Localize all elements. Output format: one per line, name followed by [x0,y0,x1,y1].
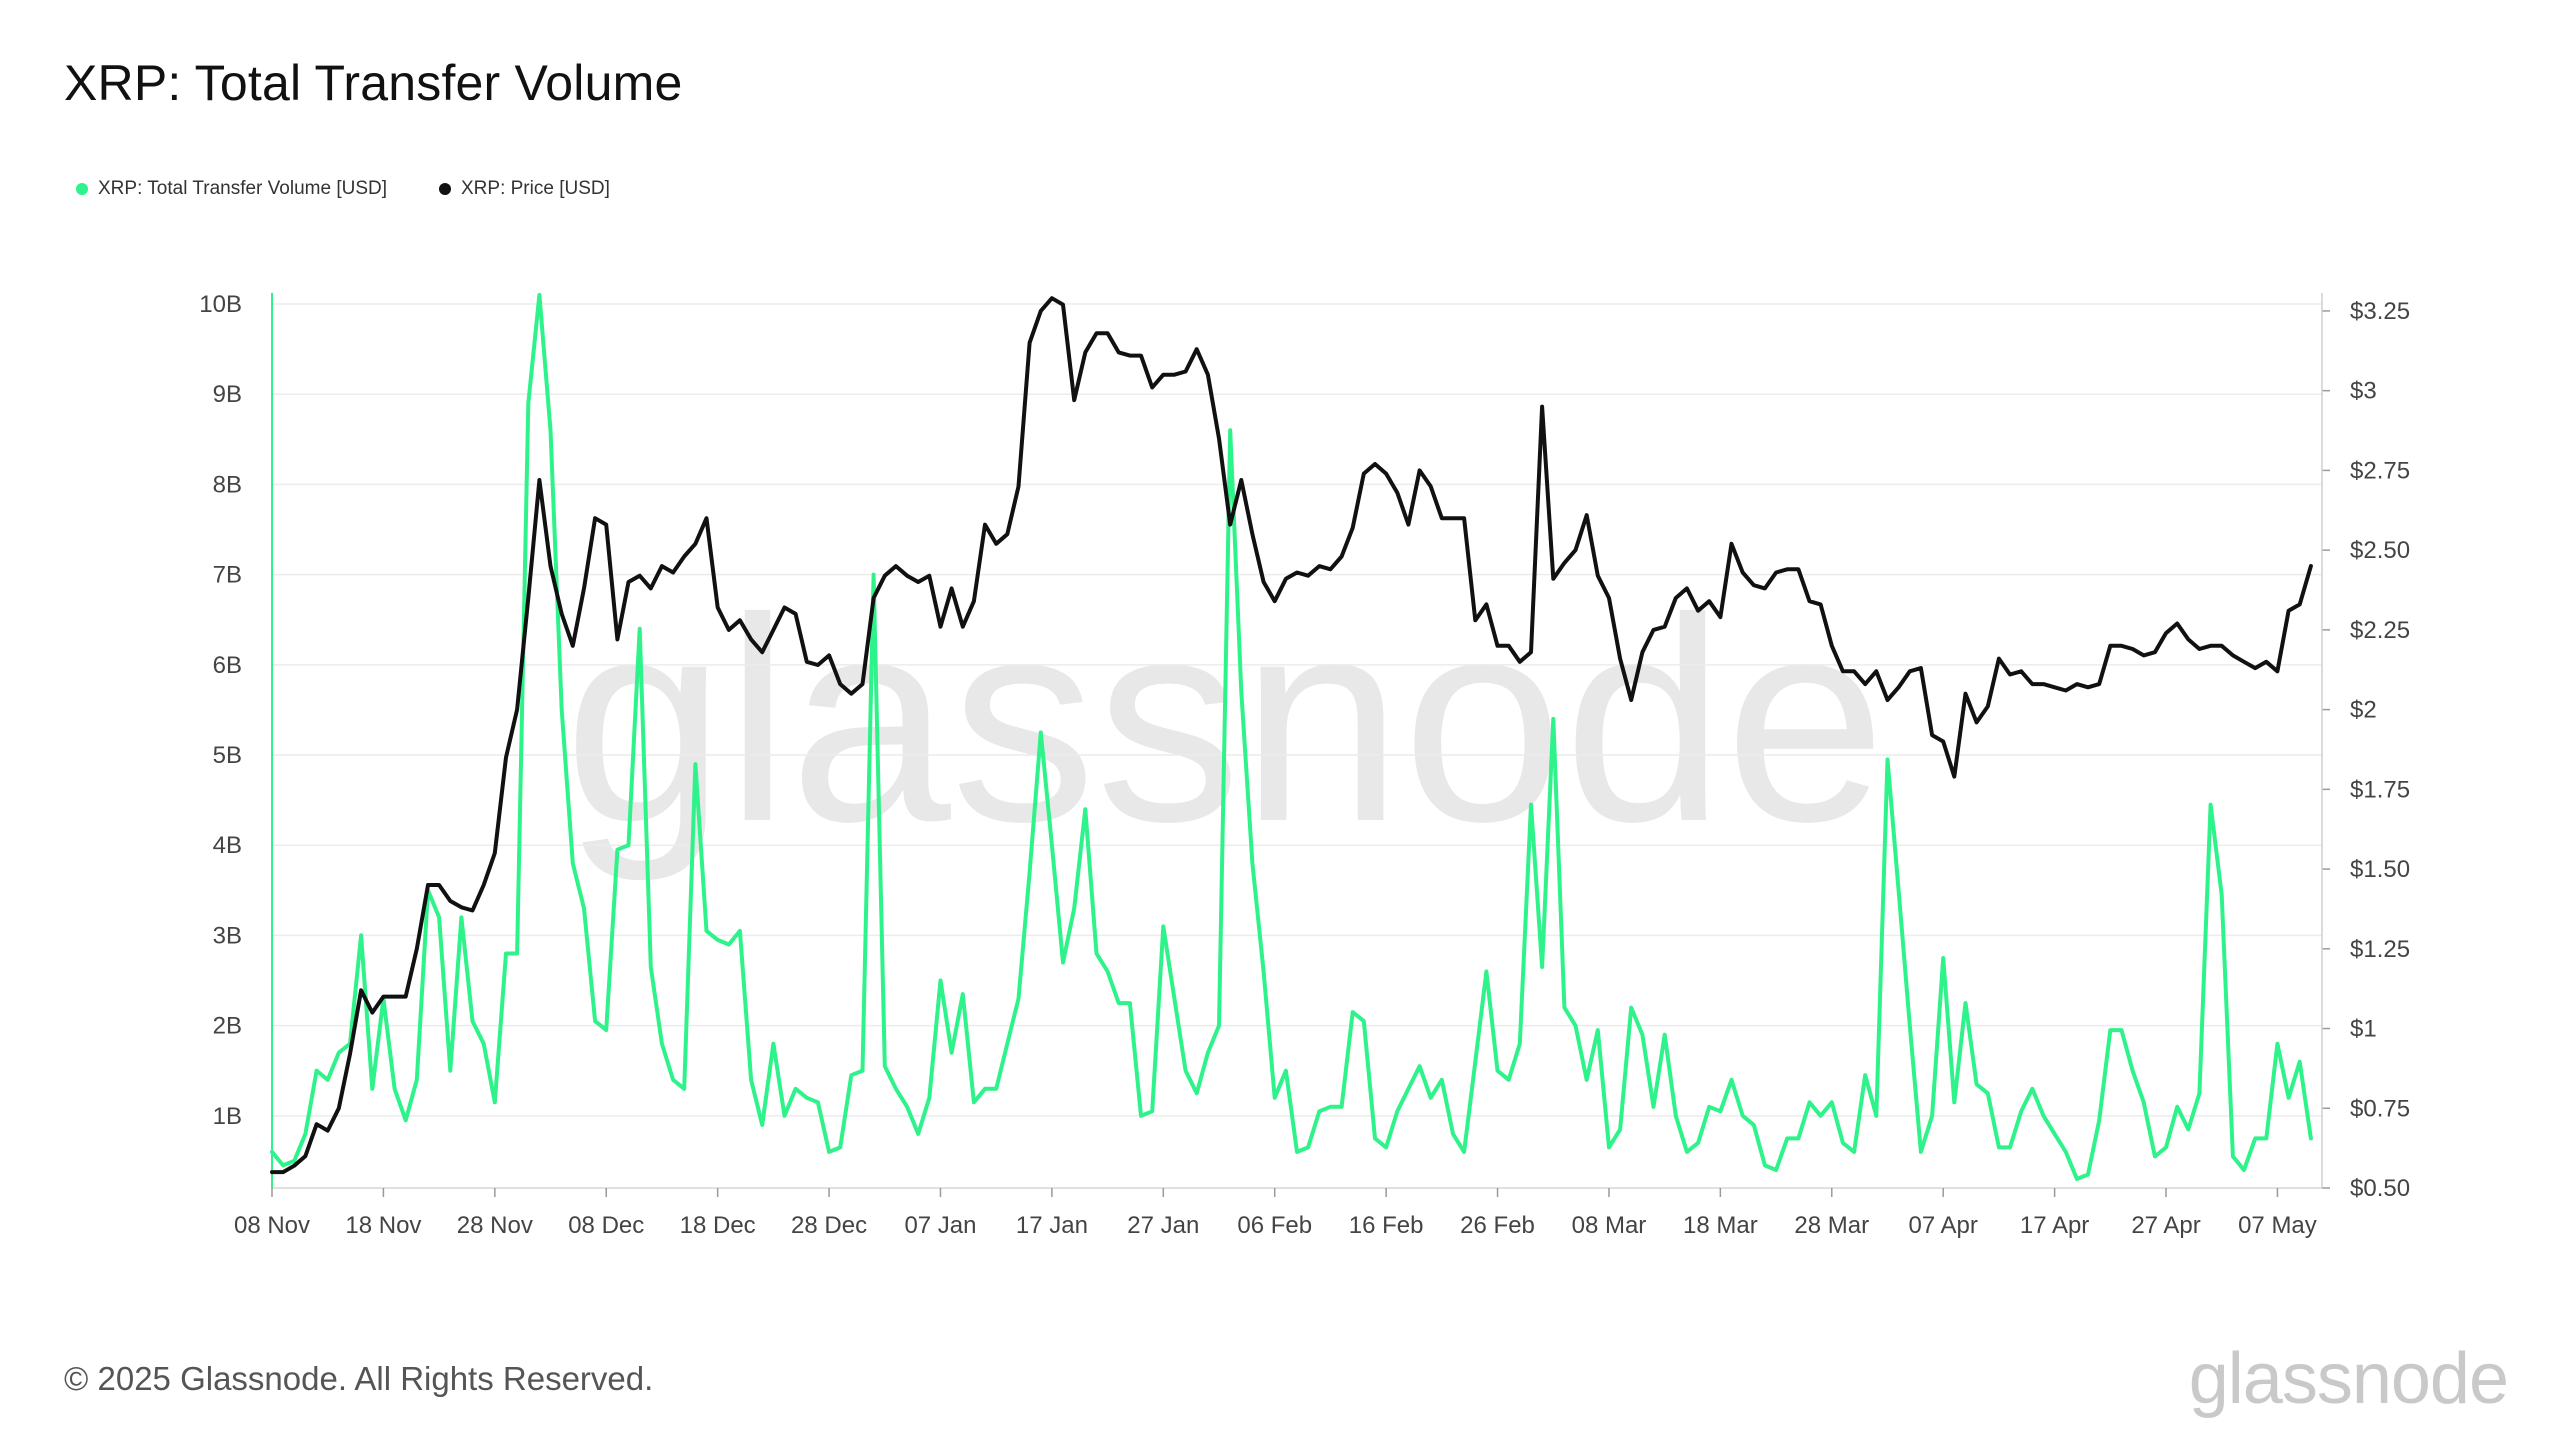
copyright-notice: © 2025 Glassnode. All Rights Reserved. [64,1360,654,1397]
grid-lines [272,303,2322,1117]
y-right-tick-label: $1.25 [2350,936,2410,963]
y-right-tick-label: $2 [2350,697,2377,724]
legend-dot-volume [76,183,88,195]
x-tick-label: 28 Mar [1794,1212,1869,1239]
x-tick-label: 17 Jan [1016,1212,1088,1239]
x-tick-label: 26 Feb [1460,1212,1535,1239]
y-left-tick-label: 3B [213,922,242,949]
y-left-tick-label: 5B [213,742,242,769]
y-left-tick-label: 9B [213,381,242,408]
y-right-tick-label: $3.25 [2350,298,2410,325]
legend-label-price: XRP: Price [USD] [461,178,610,199]
legend-item-price[interactable]: XRP: Price [USD] [439,178,610,200]
x-tick-label: 07 Apr [1909,1212,1978,1239]
series-layer [270,293,2313,1181]
y-right-tick-label: $2.75 [2350,457,2410,484]
y-left-tick-label: 6B [213,652,242,679]
series-line-volume [270,293,2313,1181]
y-left-tick-label: 10B [199,291,242,318]
x-tick-label: 27 Jan [1127,1212,1199,1239]
x-tick-label: 07 May [2238,1212,2317,1239]
y-left-tick-label: 2B [213,1013,242,1040]
x-tick-label: 08 Dec [568,1212,644,1239]
x-tick-label: 18 Nov [345,1212,421,1239]
x-tick-label: 18 Dec [680,1212,756,1239]
y-left-tick-label: 4B [213,832,242,859]
y-left-tick-label: 8B [213,471,242,498]
x-tick-label: 16 Feb [1349,1212,1424,1239]
x-tick-label: 06 Feb [1237,1212,1312,1239]
series-line-price [270,296,2313,1175]
legend-dot-price [439,183,451,195]
y-right-tick-label: $2.25 [2350,617,2410,644]
legend-item-volume[interactable]: XRP: Total Transfer Volume [USD] [76,178,387,200]
x-tick-label: 08 Mar [1572,1212,1647,1239]
chart-legend: XRP: Total Transfer Volume [USD] XRP: Pr… [76,178,610,200]
y-left-tick-label: 7B [213,562,242,589]
y-right-tick-label: $1 [2350,1016,2377,1043]
y-right-tick-label: $1.75 [2350,776,2410,803]
y-right-tick-label: $2.50 [2350,537,2410,564]
x-tick-label: 07 Jan [904,1212,976,1239]
x-tick-label: 17 Apr [2020,1212,2089,1239]
y-right-tick-label: $0.50 [2350,1175,2410,1202]
legend-label-volume: XRP: Total Transfer Volume [USD] [98,178,387,199]
x-tick-label: 27 Apr [2131,1212,2200,1239]
y-left-tick-label: 1B [213,1103,242,1130]
x-tick-label: 28 Dec [791,1212,867,1239]
glassnode-logo[interactable]: glassnode [2188,1339,2509,1419]
x-tick-label: 08 Nov [234,1212,310,1239]
x-tick-label: 18 Mar [1683,1212,1758,1239]
x-tick-label: 28 Nov [457,1212,533,1239]
chart-title: XRP: Total Transfer Volume [64,55,683,111]
axes: 1B 2B 3B 4B 5B 6B 7B 8B 9B 10B $0.50 $0.75 $1 $1.25 $1… [199,291,2410,1239]
y-right-tick-label: $3 [2350,378,2377,405]
y-right-tick-label: $1.50 [2350,856,2410,883]
y-right-tick-label: $0.75 [2350,1095,2410,1122]
